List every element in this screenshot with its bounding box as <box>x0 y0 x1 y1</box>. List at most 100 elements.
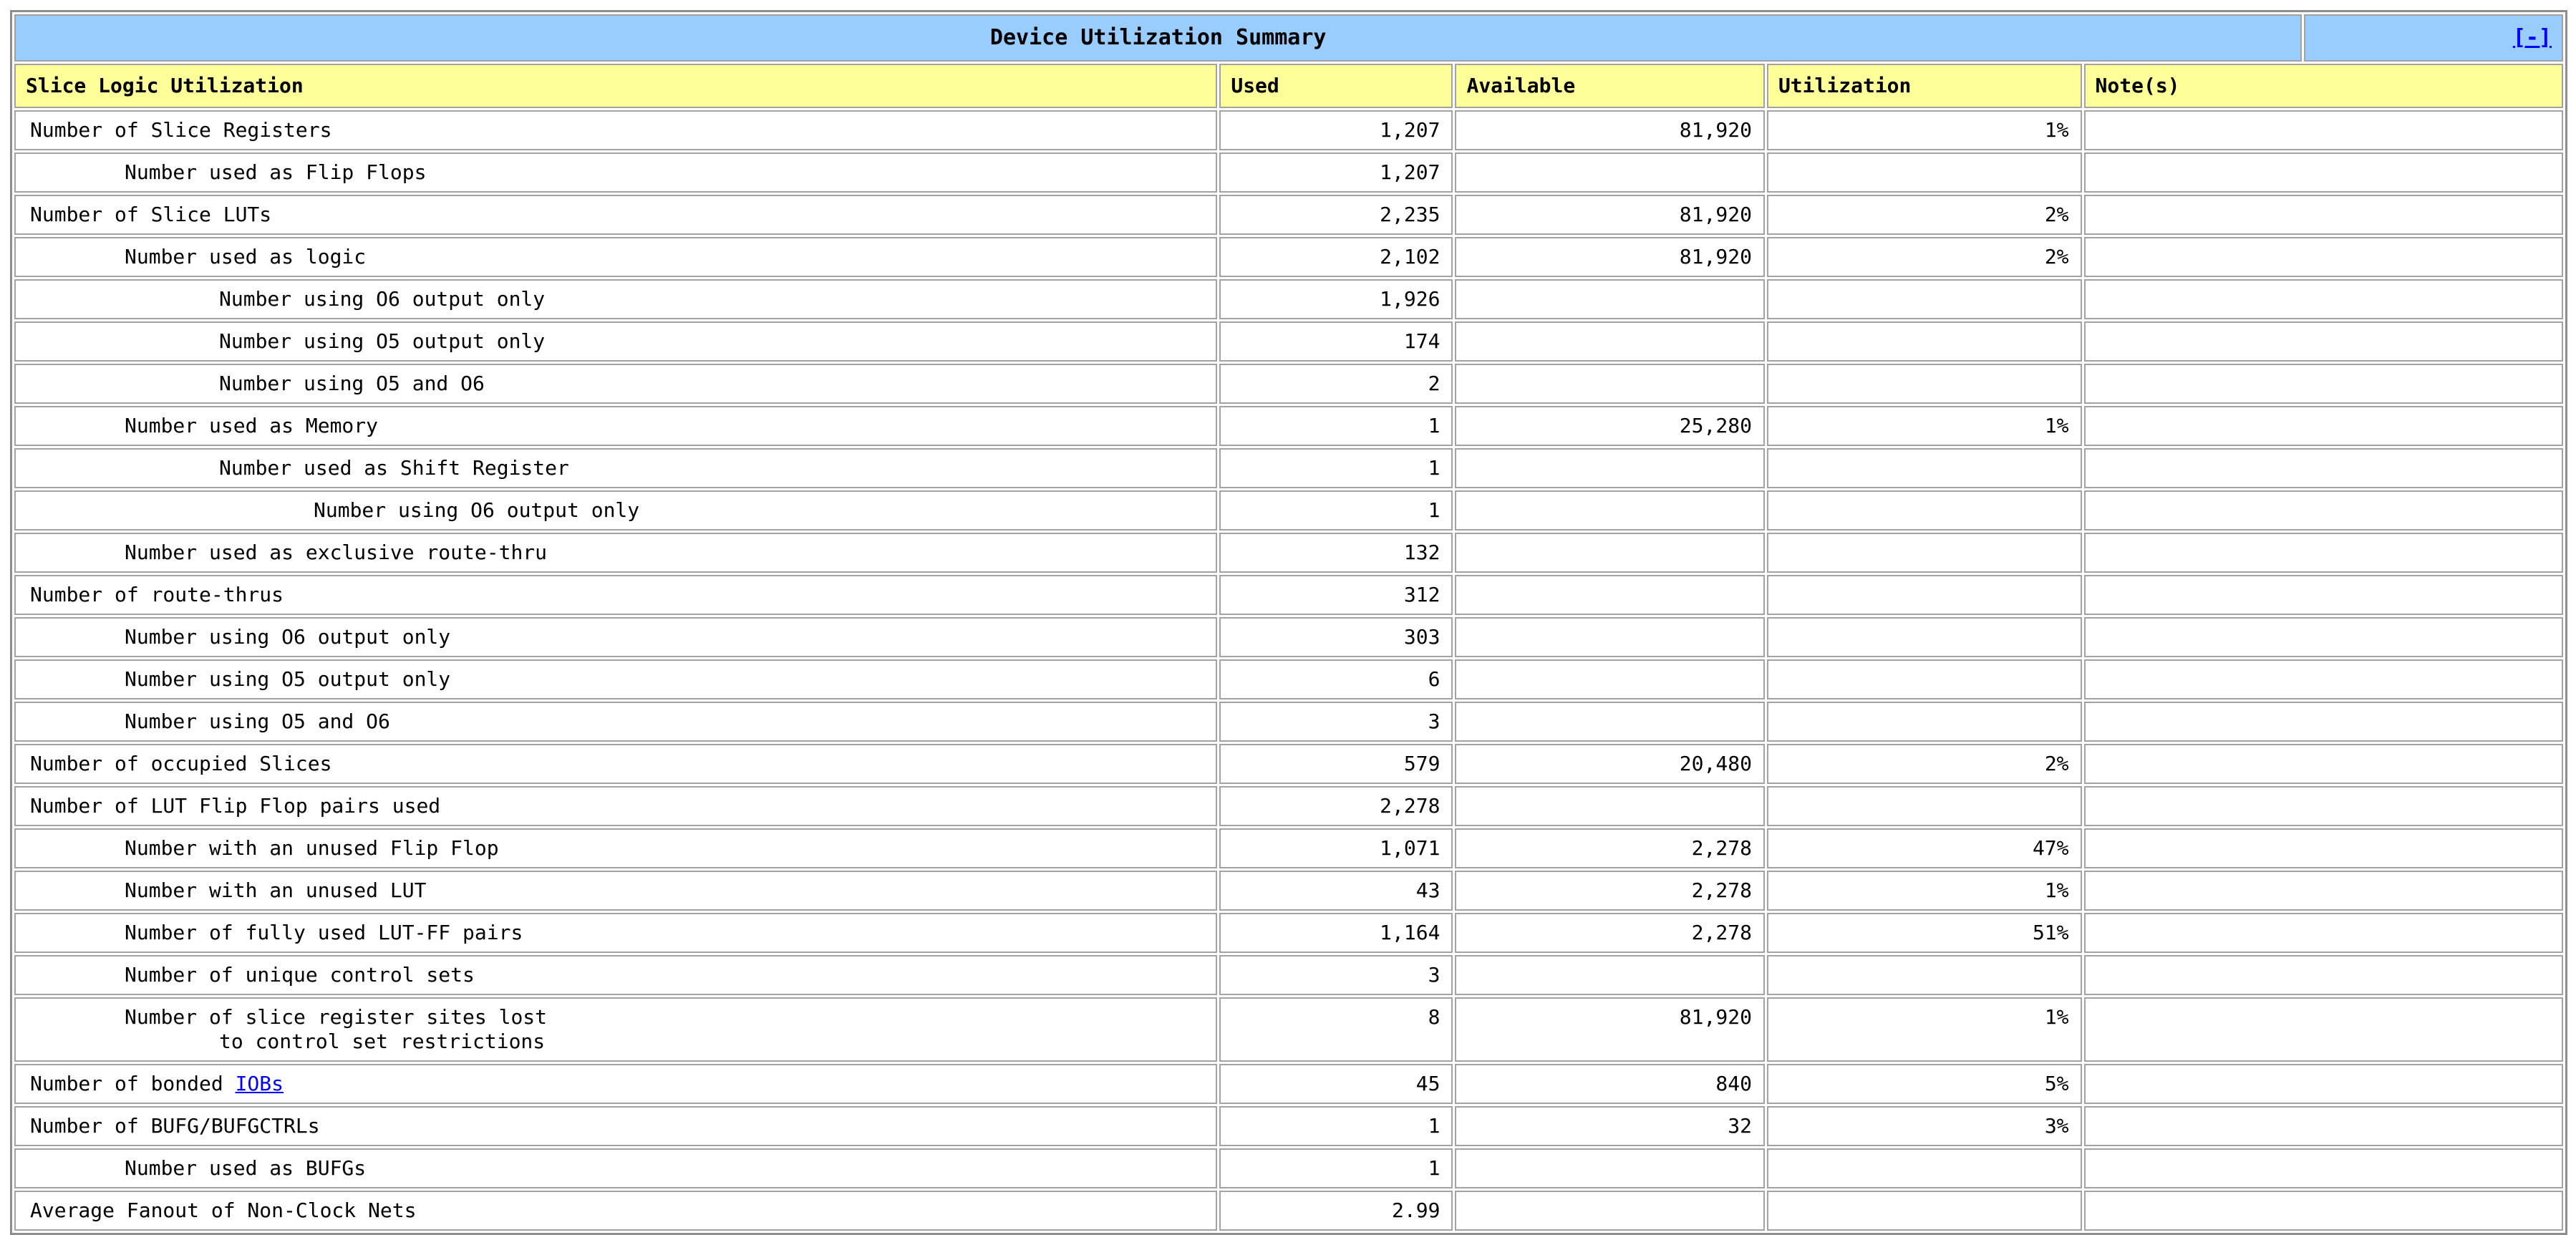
available-cell <box>1455 490 1765 531</box>
row-label: Number of Slice LUTs <box>14 195 1218 235</box>
notes-cell <box>2083 955 2563 995</box>
row-label: Number using O5 output only <box>14 659 1218 699</box>
table-row: Number using O5 output only 6 <box>14 659 2563 699</box>
table-row: Number using O6 output only 1,926 <box>14 279 2563 319</box>
column-header-utilization: Utilization <box>1766 64 2082 108</box>
used-cell: 1,071 <box>1219 828 1453 868</box>
column-header-slice-logic-utilization: Slice Logic Utilization <box>14 64 1218 108</box>
available-cell: 2,278 <box>1455 871 1765 911</box>
iobs-link[interactable]: IOBs <box>235 1072 284 1095</box>
available-cell <box>1455 448 1765 488</box>
notes-cell <box>2083 1148 2563 1188</box>
row-label: Number using O5 and O6 <box>14 364 1218 404</box>
table-row: Number using O5 and O6 2 <box>14 364 2563 404</box>
used-cell: 312 <box>1219 575 1453 615</box>
table-title-row: Device Utilization Summary [-] <box>14 14 2563 62</box>
table-row: Number of fully used LUT-FF pairs 1,164 2,… <box>14 913 2563 953</box>
utilization-cell: 3% <box>1766 1106 2082 1146</box>
utilization-cell <box>1766 364 2082 404</box>
column-header-available: Available <box>1455 64 1765 108</box>
utilization-cell: 1% <box>1766 997 2082 1062</box>
utilization-cell <box>1766 448 2082 488</box>
table-row: Number used as logic 2,102 81,920 2% <box>14 237 2563 277</box>
used-cell: 1 <box>1219 1148 1453 1188</box>
used-cell: 45 <box>1219 1064 1453 1104</box>
notes-cell <box>2083 617 2563 657</box>
used-cell: 3 <box>1219 955 1453 995</box>
row-label: Number of unique control sets <box>14 955 1218 995</box>
utilization-cell <box>1766 659 2082 699</box>
row-label: Number with an unused Flip Flop <box>14 828 1218 868</box>
table-row: Number using O5 and O6 3 <box>14 702 2563 742</box>
utilization-cell <box>1766 279 2082 319</box>
utilization-cell: 2% <box>1766 237 2082 277</box>
used-cell: 3 <box>1219 702 1453 742</box>
row-label: Number with an unused LUT <box>14 871 1218 911</box>
available-cell: 81,920 <box>1455 110 1765 150</box>
available-cell <box>1455 1191 1765 1231</box>
available-cell <box>1455 364 1765 404</box>
available-cell: 32 <box>1455 1106 1765 1146</box>
used-cell: 1 <box>1219 406 1453 446</box>
available-cell <box>1455 1148 1765 1188</box>
row-label: Average Fanout of Non-Clock Nets <box>14 1191 1218 1231</box>
notes-cell <box>2083 533 2563 573</box>
collapse-section-link[interactable]: [-] <box>2512 25 2552 50</box>
used-cell: 1,207 <box>1219 152 1453 193</box>
row-label: Number using O5 output only <box>14 321 1218 362</box>
table-row: Number of route-thrus 312 <box>14 575 2563 615</box>
table-row: Number of Slice Registers 1,207 81,920 1% <box>14 110 2563 150</box>
row-label: Number of occupied Slices <box>14 744 1218 784</box>
used-cell: 6 <box>1219 659 1453 699</box>
notes-cell <box>2083 364 2563 404</box>
used-cell: 1 <box>1219 1106 1453 1146</box>
utilization-cell <box>1766 321 2082 362</box>
notes-cell <box>2083 321 2563 362</box>
utilization-cell: 51% <box>1766 913 2082 953</box>
notes-cell <box>2083 702 2563 742</box>
table-row: Number using O6 output only 1 <box>14 490 2563 531</box>
row-label: Number of BUFG/BUFGCTRLs <box>14 1106 1218 1146</box>
table-row: Number with an unused LUT 43 2,278 1% <box>14 871 2563 911</box>
available-cell <box>1455 617 1765 657</box>
notes-cell <box>2083 913 2563 953</box>
page-title: Device Utilization Summary <box>14 14 2303 62</box>
used-cell: 43 <box>1219 871 1453 911</box>
used-cell: 174 <box>1219 321 1453 362</box>
row-label: Number using O6 output only <box>14 617 1218 657</box>
used-cell: 2,235 <box>1219 195 1453 235</box>
notes-cell <box>2083 871 2563 911</box>
table-row: Number of unique control sets 3 <box>14 955 2563 995</box>
row-label: Number using O6 output only <box>14 490 1218 531</box>
notes-cell <box>2083 1064 2563 1104</box>
row-label: Number used as Shift Register <box>14 448 1218 488</box>
utilization-cell: 2% <box>1766 195 2082 235</box>
notes-cell <box>2083 786 2563 826</box>
notes-cell <box>2083 152 2563 193</box>
row-label: Number of Slice Registers <box>14 110 1218 150</box>
used-cell: 8 <box>1219 997 1453 1062</box>
used-cell: 2,102 <box>1219 237 1453 277</box>
used-cell: 1,207 <box>1219 110 1453 150</box>
available-cell: 2,278 <box>1455 828 1765 868</box>
used-cell: 132 <box>1219 533 1453 573</box>
row-label: Number using O6 output only <box>14 279 1218 319</box>
utilization-cell <box>1766 152 2082 193</box>
utilization-cell <box>1766 702 2082 742</box>
available-cell <box>1455 279 1765 319</box>
used-cell: 579 <box>1219 744 1453 784</box>
notes-cell <box>2083 195 2563 235</box>
row-label: Number used as BUFGs <box>14 1148 1218 1188</box>
row-label: Number of route-thrus <box>14 575 1218 615</box>
used-cell: 1 <box>1219 490 1453 531</box>
table-row: Number used as exclusive route-thru 132 <box>14 533 2563 573</box>
available-cell <box>1455 955 1765 995</box>
notes-cell <box>2083 659 2563 699</box>
notes-cell <box>2083 110 2563 150</box>
used-cell: 2.99 <box>1219 1191 1453 1231</box>
table-row: Number of LUT Flip Flop pairs used 2,278 <box>14 786 2563 826</box>
utilization-cell: 1% <box>1766 110 2082 150</box>
table-row: Number of occupied Slices 579 20,480 2% <box>14 744 2563 784</box>
column-header-row: Slice Logic Utilization Used Available U… <box>14 64 2563 108</box>
